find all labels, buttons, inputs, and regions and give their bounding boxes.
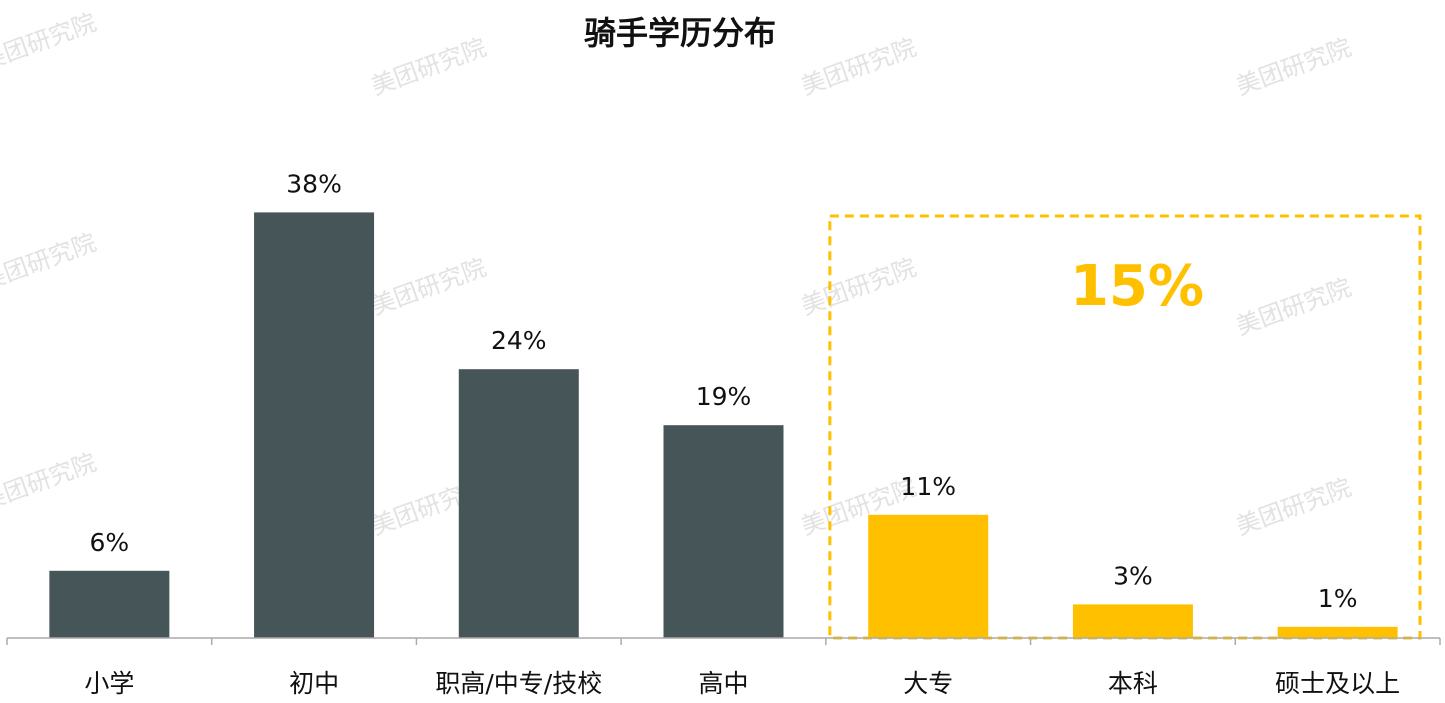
- data-label: 3%: [1113, 561, 1153, 590]
- watermark-text: 美团研究院: [0, 8, 100, 75]
- category-label: 大专: [903, 669, 953, 698]
- watermark-text: 美团研究院: [0, 228, 100, 295]
- watermark-text: 美团研究院: [1232, 473, 1354, 540]
- x-axis-ticks: [6, 638, 1441, 645]
- data-label: 1%: [1318, 584, 1358, 613]
- category-label: 硕士及以上: [1275, 669, 1400, 698]
- data-label: 6%: [90, 528, 130, 557]
- chart-title: 骑手学历分布: [584, 14, 776, 52]
- watermark-text: 美团研究院: [1232, 33, 1354, 100]
- bar: [1277, 626, 1398, 638]
- bars-layer: 6% 38% 24% 19% 11% 3% 1%: [49, 169, 1398, 638]
- data-label: 19%: [696, 382, 752, 411]
- bar: [868, 514, 989, 638]
- bar: [458, 369, 579, 638]
- data-label: 11%: [900, 472, 956, 501]
- category-label: 小学: [84, 669, 134, 698]
- data-label: 24%: [491, 326, 547, 355]
- category-label: 职高/中专/技校: [435, 669, 602, 698]
- category-labels: 小学 初中 职高/中专/技校 高中 大专 本科 硕士及以上: [84, 669, 1400, 698]
- watermark-text: 美团研究院: [0, 448, 100, 515]
- watermark-text: 美团研究院: [367, 253, 489, 320]
- bar: [49, 570, 170, 638]
- highlight-total-label: 15%: [1070, 254, 1204, 319]
- category-label: 本科: [1108, 669, 1158, 698]
- watermark-text: 美团研究院: [797, 253, 919, 320]
- watermark-text: 美团研究院: [797, 33, 919, 100]
- watermark-text: 美团研究院: [1232, 273, 1354, 340]
- category-label: 初中: [289, 669, 339, 698]
- bar: [254, 212, 375, 638]
- bar: [1072, 604, 1193, 638]
- bar: [663, 425, 784, 638]
- category-label: 高中: [698, 669, 748, 698]
- watermark-text: 美团研究院: [367, 33, 489, 100]
- data-label: 38%: [286, 169, 342, 198]
